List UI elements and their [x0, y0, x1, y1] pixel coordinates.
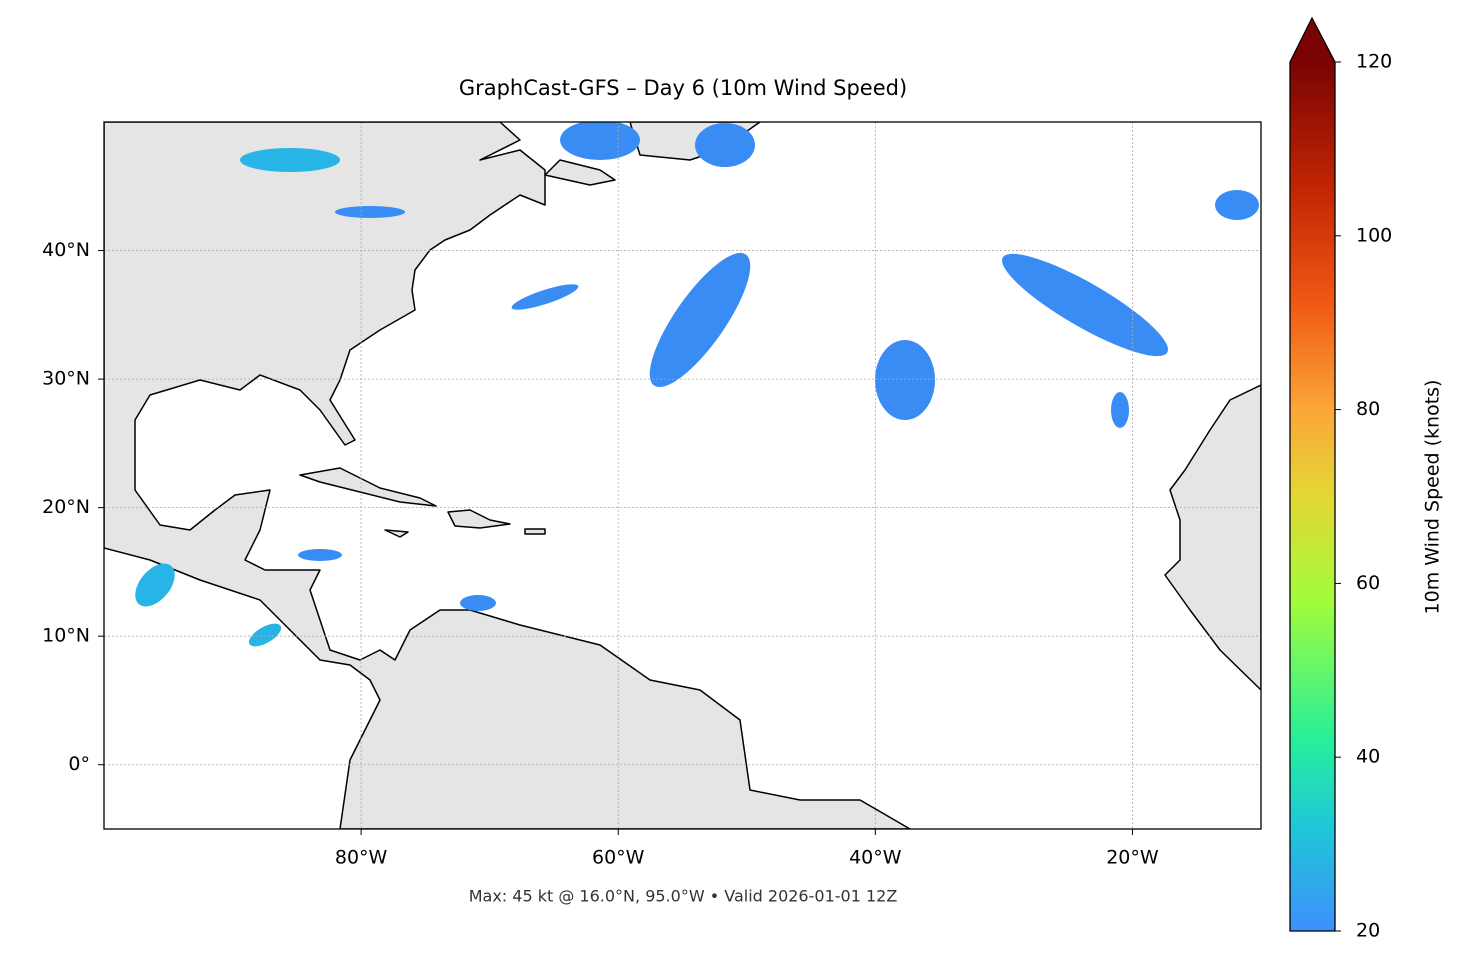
cuba: [299, 467, 437, 507]
wind-area: [1001, 253, 1169, 357]
colorbar-tick-label: 100: [1356, 224, 1392, 246]
wind-area: [649, 252, 751, 388]
y-tick-label: 40°N: [42, 239, 90, 261]
newfoundland: [544, 159, 616, 186]
y-tick-label: 20°N: [42, 496, 90, 518]
map-area: [104, 122, 1261, 829]
colorbar: [1290, 62, 1335, 931]
colorbar-tick-label: 20: [1356, 920, 1380, 942]
y-tick-label: 30°N: [42, 368, 90, 390]
map-title: GraphCast-GFS – Day 6 (10m Wind Speed): [459, 76, 907, 100]
wind-area: [1111, 392, 1129, 428]
colorbar-tick-label: 40: [1356, 746, 1380, 768]
wind-area: [695, 123, 755, 167]
wind-area: [511, 284, 579, 310]
x-tick-label: 60°W: [592, 847, 645, 869]
x-tick-label: 80°W: [335, 847, 388, 869]
map-frame: [103, 121, 1262, 830]
wind-area: [460, 595, 496, 611]
wind-area: [240, 148, 340, 172]
footnote: Max: 45 kt @ 16.0°N, 95.0°W • Valid 2026…: [469, 887, 898, 906]
colorbar-label: 10m Wind Speed (knots): [1422, 380, 1444, 615]
colorbar-extend: [1290, 18, 1335, 62]
colorbar-tick-label: 120: [1356, 51, 1392, 73]
y-tick-label: 0°: [68, 753, 90, 775]
wind-area: [298, 549, 342, 561]
jamaica: [384, 529, 409, 538]
colorbar-tick-label: 60: [1356, 572, 1380, 594]
africa: [1164, 384, 1261, 691]
wind-area: [1215, 190, 1259, 220]
americas: [104, 122, 911, 829]
wind-area: [335, 206, 405, 218]
puerto-rico: [524, 528, 546, 535]
wind-area: [560, 122, 640, 160]
wind-area: [875, 340, 935, 420]
colorbar-frame: [1289, 16, 1336, 932]
x-tick-label: 20°W: [1106, 847, 1159, 869]
wind-area: [135, 563, 175, 607]
y-tick-label: 10°N: [42, 625, 90, 647]
wind-area: [248, 623, 282, 647]
colorbar-tick-label: 80: [1356, 398, 1380, 420]
hispaniola: [447, 509, 511, 529]
x-tick-label: 40°W: [849, 847, 902, 869]
